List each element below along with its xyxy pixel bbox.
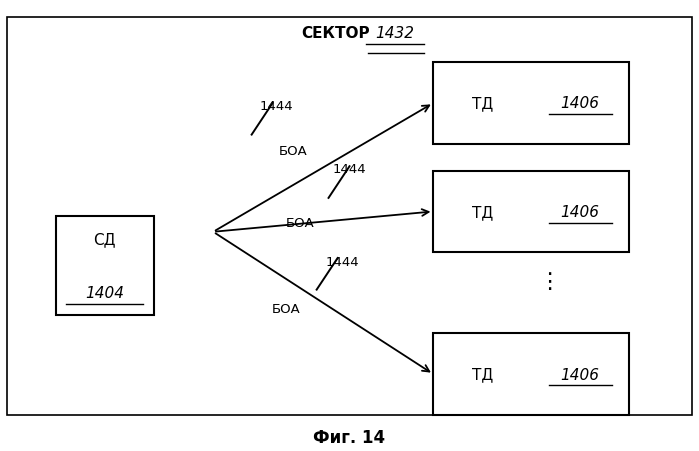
Text: ТД: ТД bbox=[472, 96, 493, 111]
Text: 1444: 1444 bbox=[326, 255, 359, 268]
Text: СД: СД bbox=[94, 231, 116, 247]
Bar bbox=[433, 171, 629, 253]
Text: ⋮: ⋮ bbox=[538, 272, 560, 292]
Text: 1444: 1444 bbox=[333, 163, 366, 175]
Bar bbox=[56, 216, 154, 316]
Text: 1444: 1444 bbox=[259, 100, 293, 112]
Text: 1404: 1404 bbox=[85, 285, 124, 301]
Text: БОА: БОА bbox=[272, 303, 301, 315]
Text: Фиг. 14: Фиг. 14 bbox=[313, 428, 386, 446]
Text: БОА: БОА bbox=[279, 145, 308, 157]
Text: 1406: 1406 bbox=[561, 204, 600, 220]
Bar bbox=[433, 63, 629, 144]
Bar bbox=[433, 334, 629, 415]
Text: 1406: 1406 bbox=[561, 96, 600, 111]
Text: 1406: 1406 bbox=[561, 367, 600, 382]
Text: 1432: 1432 bbox=[375, 26, 415, 41]
Bar bbox=[7, 18, 692, 415]
Text: ТД: ТД bbox=[472, 204, 493, 220]
Text: ТД: ТД bbox=[472, 367, 493, 382]
Text: БОА: БОА bbox=[286, 217, 315, 230]
Text: СЕКТОР: СЕКТОР bbox=[301, 26, 370, 41]
